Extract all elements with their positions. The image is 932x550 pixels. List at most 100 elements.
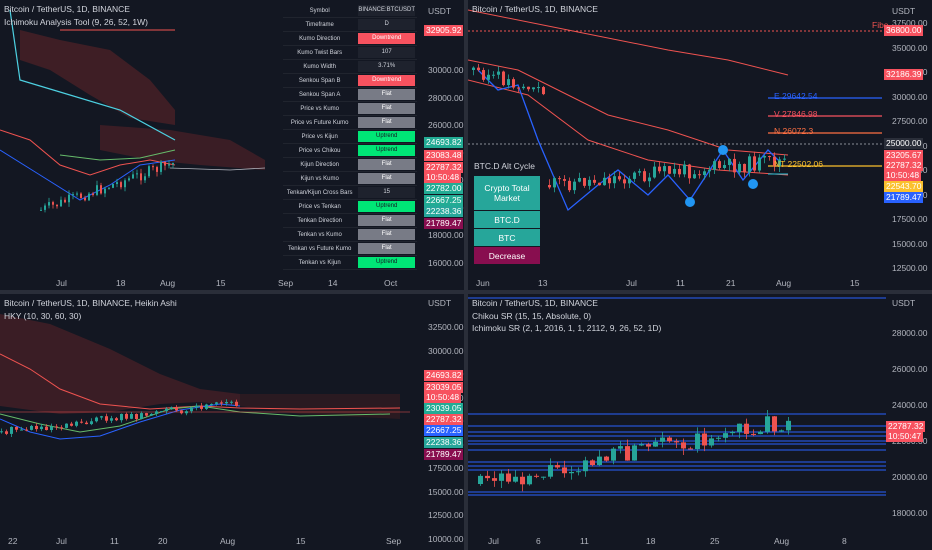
candle-body bbox=[598, 182, 601, 186]
price-tag: 22787.32 bbox=[424, 162, 464, 173]
candle-body bbox=[40, 209, 42, 211]
candle-body bbox=[639, 444, 644, 446]
candle-body bbox=[175, 407, 178, 411]
candle-body bbox=[751, 433, 756, 435]
cycle-btc-d[interactable]: BTC.D bbox=[474, 211, 540, 228]
candle-body bbox=[100, 416, 103, 418]
candle-body bbox=[568, 180, 571, 191]
time-axis-label: Aug bbox=[220, 536, 236, 546]
candle-body bbox=[553, 178, 556, 188]
time-axis-label: Jul bbox=[56, 278, 67, 288]
table-row: Tenkan vs Kijun Uptrend bbox=[283, 255, 417, 270]
price-tag: 10:50:48 bbox=[884, 170, 922, 181]
time-axis-label: 11 bbox=[110, 536, 119, 546]
pane4-indicator2-label[interactable]: Ichimoku SR (2, 1, 2016, 1, 1, 2112, 9, … bbox=[472, 323, 662, 333]
candle-body bbox=[100, 185, 102, 194]
pane3-indicator-label[interactable]: HKY (10, 30, 60, 30) bbox=[4, 311, 82, 321]
price-tag: 10:50:48 bbox=[424, 172, 462, 183]
price-axis-label: 18000.00 bbox=[892, 508, 928, 518]
candle-body bbox=[168, 164, 170, 166]
price-tag: 32905.92 bbox=[424, 25, 464, 36]
cycle-decrease[interactable]: Decrease bbox=[474, 247, 540, 264]
pane-divider-vertical[interactable] bbox=[464, 0, 468, 550]
chart-pane-alt-cycle[interactable]: Bitcoin / TetherUS, 1D, BINANCE Fibo E 2… bbox=[468, 0, 932, 290]
candle-body bbox=[507, 79, 510, 86]
time-axis-label: Jul bbox=[56, 536, 67, 546]
candle-body bbox=[569, 471, 574, 474]
candle-body bbox=[555, 465, 560, 468]
table-row-value: Flat bbox=[356, 157, 417, 172]
chart-pane-ichimoku-tool[interactable]: Bitcoin / TetherUS, 1D, BINANCE Ichimoku… bbox=[0, 0, 464, 290]
candle-body bbox=[758, 157, 761, 171]
candle-body bbox=[541, 476, 546, 478]
candle-body bbox=[527, 86, 530, 90]
ichimoku-analysis-table: Symbol BINANCE:BTCUSDT Timeframe D Kumo Di… bbox=[283, 4, 417, 270]
candle-body bbox=[76, 193, 78, 195]
pane4-indicator1-label[interactable]: Chikou SR (15, 15, Absolute, 0) bbox=[472, 311, 592, 321]
candle-body bbox=[172, 163, 174, 165]
table-row: Price vs Kijun Uptrend bbox=[283, 129, 417, 144]
candle-body bbox=[140, 413, 143, 420]
time-axis-label: 15 bbox=[850, 278, 860, 288]
candle-body bbox=[195, 405, 198, 408]
candle-body bbox=[658, 166, 661, 172]
time-axis-label: Oct bbox=[384, 278, 398, 288]
candle-body bbox=[90, 421, 93, 425]
candle-body bbox=[68, 194, 70, 203]
candle-body bbox=[120, 182, 122, 188]
candle-body bbox=[64, 199, 66, 203]
time-axis-label: 18 bbox=[116, 278, 126, 288]
table-row-value: Uptrend bbox=[356, 143, 417, 158]
table-row: Tenkan vs Kumo Flat bbox=[283, 227, 417, 242]
candle-body bbox=[623, 179, 626, 184]
time-axis-label: 13 bbox=[538, 278, 548, 288]
candle-body bbox=[115, 418, 118, 421]
candle-body bbox=[573, 181, 576, 191]
candle-body bbox=[693, 174, 696, 179]
candle-body bbox=[140, 173, 142, 181]
cycle-btc[interactable]: BTC bbox=[474, 229, 540, 246]
pane1-symbol-title: Bitcoin / TetherUS, 1D, BINANCE bbox=[4, 4, 130, 14]
price-tag: 36800.00 bbox=[884, 25, 924, 36]
candle-body bbox=[150, 413, 153, 416]
price-tag: 22238.36 bbox=[424, 206, 464, 217]
candle-body bbox=[116, 182, 118, 184]
price-axis-label: 28000.00 bbox=[428, 92, 464, 103]
chart-pane-heikin-ashi[interactable]: Bitcoin / TetherUS, 1D, BINANCE, Heikin … bbox=[0, 294, 464, 550]
candle-body bbox=[136, 173, 138, 175]
chart-pane-support-resistance[interactable]: Bitcoin / TetherUS, 1D, BINANCE Chikou S… bbox=[468, 294, 932, 550]
pane1-currency-label: USDT bbox=[428, 6, 452, 16]
price-axis-label: 35000.00 bbox=[892, 42, 928, 53]
candle-body bbox=[625, 446, 630, 461]
candle-body bbox=[105, 416, 108, 421]
candle-body bbox=[75, 421, 78, 426]
table-row: Kumo Twist Bars 107 bbox=[283, 45, 417, 60]
candle-body bbox=[50, 426, 53, 431]
table-row-key: Kumo Twist Bars bbox=[283, 45, 357, 60]
price-axis-label: 27500.00 bbox=[892, 116, 928, 126]
price-tag: 23083.48 bbox=[424, 150, 464, 161]
candle-body bbox=[492, 478, 497, 481]
pane-divider-horizontal[interactable] bbox=[0, 290, 932, 294]
pane1-indicator-label[interactable]: Ichimoku Analysis Tool (9, 26, 52, 1W) bbox=[4, 17, 148, 27]
candle-body bbox=[668, 166, 671, 174]
cycle-crypto-total-market[interactable]: Crypto Total Market bbox=[474, 176, 540, 210]
candle-body bbox=[688, 164, 691, 179]
table-row-key: Price vs Kijun bbox=[283, 129, 357, 144]
table-row-value: 107 bbox=[356, 45, 417, 60]
candle-body bbox=[576, 471, 581, 473]
price-axis-label: 30000.00 bbox=[428, 65, 464, 75]
price-axis-label: 30000.00 bbox=[428, 345, 464, 356]
time-axis-label: 20 bbox=[158, 536, 168, 546]
candle-body bbox=[648, 177, 651, 182]
candle-body bbox=[688, 448, 693, 450]
candle-body bbox=[145, 413, 148, 416]
table-row-key: Kumo Direction bbox=[283, 31, 357, 46]
candle-body bbox=[763, 156, 766, 158]
time-axis-label: 21 bbox=[726, 278, 736, 288]
candle-body bbox=[562, 467, 567, 474]
candle-body bbox=[608, 177, 611, 184]
candle-body bbox=[477, 67, 480, 71]
candle-body bbox=[132, 174, 134, 179]
price-axis-label: 26000.00 bbox=[892, 364, 928, 374]
